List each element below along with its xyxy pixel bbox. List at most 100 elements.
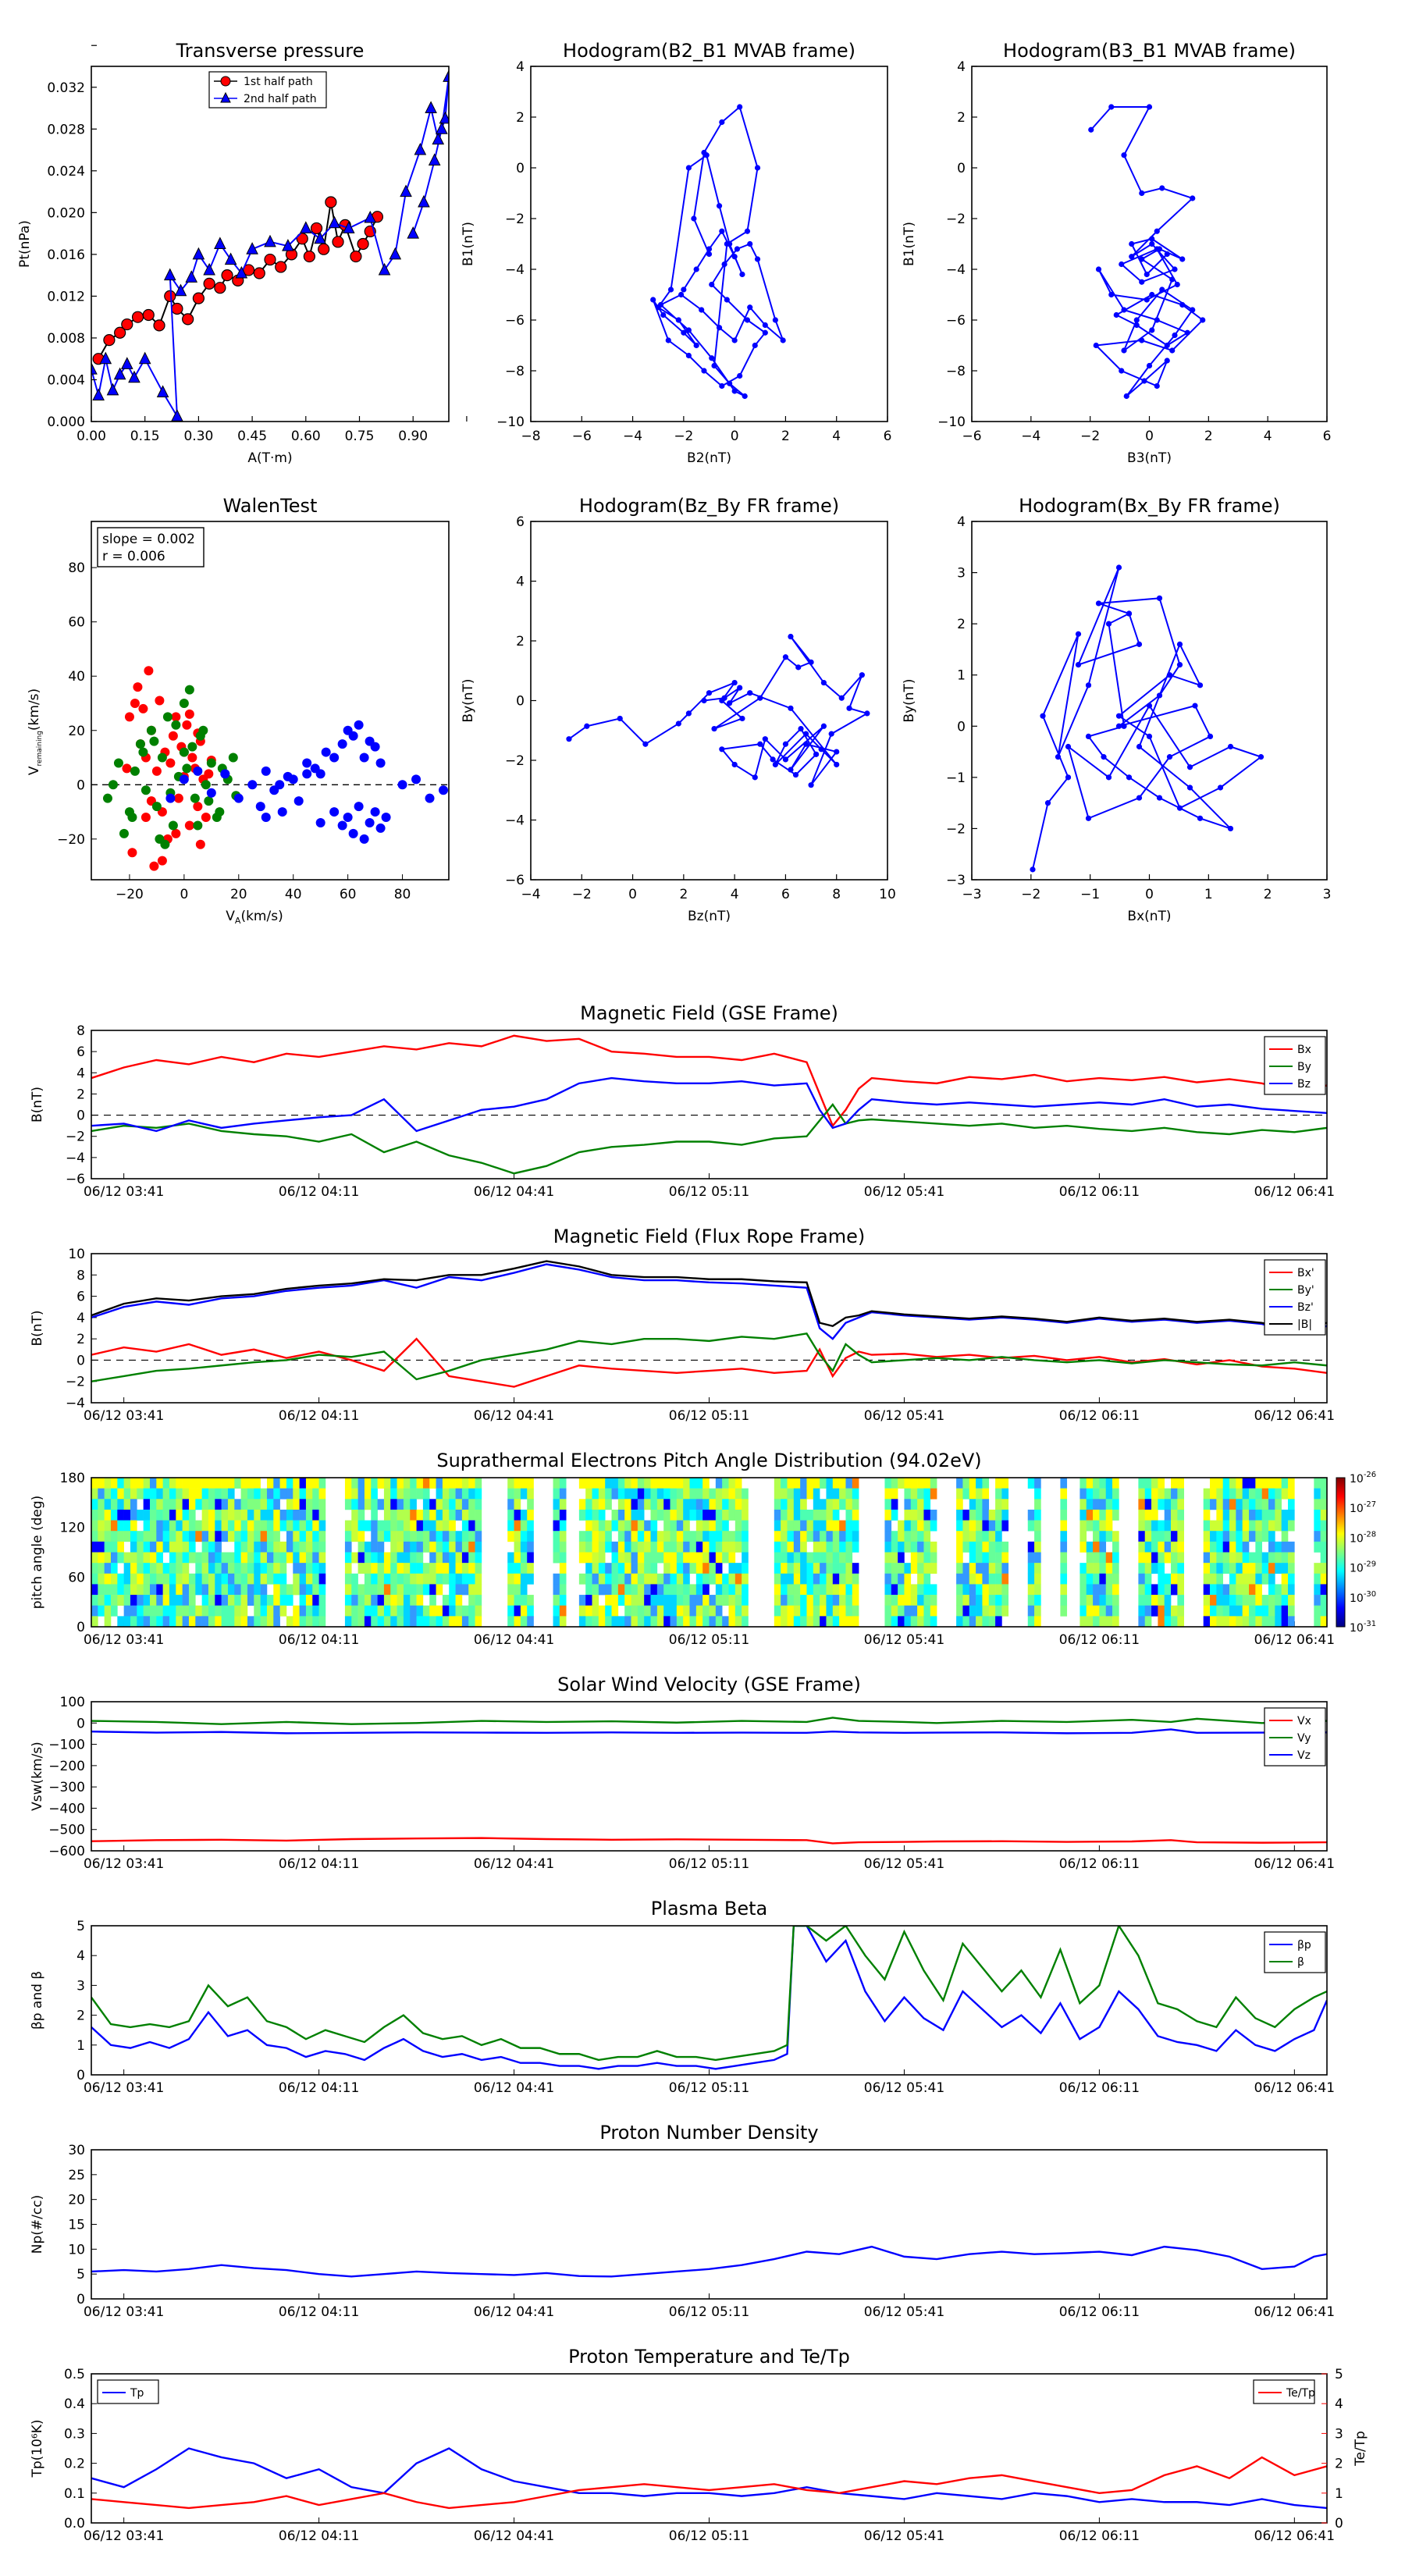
heatmap-cell [689, 1605, 697, 1617]
heatmap-cell [1158, 1520, 1165, 1532]
heatmap-cell [195, 1531, 202, 1542]
heatmap-cell [1255, 1595, 1262, 1606]
data-point [99, 351, 112, 365]
heatmap-cell [917, 1584, 924, 1596]
heatmap-cell [286, 1520, 293, 1532]
data-point [140, 813, 151, 823]
data-point [247, 780, 258, 790]
heatmap-cell [254, 1478, 261, 1489]
heatmap-cell [188, 1616, 196, 1628]
annotation-slope: slope = 0.002 [102, 532, 195, 547]
heatmap-cell [215, 1616, 222, 1628]
heatmap-cell [234, 1563, 241, 1574]
heatmap-cell [663, 1552, 670, 1564]
heatmap-cell [234, 1531, 241, 1542]
heatmap-cell [162, 1605, 170, 1617]
heatmap-cell [247, 1499, 254, 1510]
data-point [1186, 764, 1193, 770]
heatmap-cell [1268, 1478, 1275, 1489]
y-tick-label: 0.2 [64, 2457, 85, 2472]
heatmap-cell [169, 1531, 176, 1542]
heatmap-cell [553, 1509, 560, 1521]
heatmap-cell [149, 1541, 157, 1553]
heatmap-cell [1229, 1563, 1236, 1574]
heatmap-cell [234, 1478, 241, 1489]
heatmap-cell [624, 1563, 631, 1574]
heatmap-cell [709, 1616, 717, 1628]
heatmap-cell [403, 1573, 411, 1585]
y-tick-label: 4 [957, 514, 966, 530]
data-point [716, 203, 723, 209]
data-point [221, 269, 233, 282]
y-tick-label: 5 [76, 2267, 85, 2282]
heatmap-cell [442, 1520, 450, 1532]
heatmap-cell [240, 1563, 248, 1574]
heatmap-cell [195, 1488, 202, 1500]
heatmap-cell [240, 1509, 248, 1521]
heatmap-cell [976, 1509, 983, 1521]
heatmap-cell [1229, 1531, 1236, 1542]
heatmap-cell [527, 1478, 534, 1489]
heatmap-cell [656, 1616, 664, 1628]
heatmap-cell [449, 1488, 456, 1500]
heatmap-cell [1268, 1584, 1275, 1596]
heatmap-cell [904, 1605, 912, 1617]
heatmap-cell [390, 1616, 397, 1628]
heatmap-cell [357, 1584, 365, 1596]
heatmap-cell [410, 1584, 417, 1596]
heatmap-cell [702, 1605, 710, 1617]
heatmap-cell [1320, 1520, 1328, 1532]
heatmap-cell [1255, 1478, 1262, 1489]
x-tick-label: −2 [674, 429, 693, 444]
data-layer [91, 69, 449, 422]
data-point [201, 813, 211, 823]
heatmap-cell [930, 1595, 937, 1606]
heatmap-cell [956, 1552, 963, 1564]
proton-density-chart: 06/12 03:41 06/12 04:11 06/12 04:41 06/12 0… [30, 2122, 1335, 2320]
data-point [214, 282, 226, 294]
heatmap-cell [1222, 1488, 1230, 1500]
heatmap-cell [227, 1520, 235, 1532]
heatmap-cell [1222, 1595, 1230, 1606]
heatmap-cell [1171, 1531, 1178, 1542]
data-point [1119, 261, 1125, 268]
heatmap-cell [1151, 1509, 1158, 1521]
heatmap-cell [1222, 1605, 1230, 1617]
data-point [1156, 595, 1163, 601]
data-point [1055, 754, 1062, 760]
heatmap-cell [143, 1499, 151, 1510]
heatmap-cell [1275, 1563, 1282, 1574]
heatmap-cell [149, 1509, 157, 1521]
heatmap-cell [162, 1541, 170, 1553]
heatmap-cell [962, 1563, 970, 1574]
heatmap-cell [273, 1584, 280, 1596]
heatmap-cell [683, 1573, 690, 1585]
heatmap-cell [149, 1563, 157, 1574]
heatmap-cell [1034, 1531, 1041, 1542]
heatmap-cell [592, 1509, 599, 1521]
heatmap-cell [1093, 1616, 1100, 1628]
heatmap-cell [468, 1541, 475, 1553]
data-point [113, 758, 123, 768]
heatmap-cell [318, 1573, 326, 1585]
legend-label: 1st half path [244, 76, 313, 88]
data-point [724, 297, 730, 303]
heatmap-cell [266, 1509, 274, 1521]
heatmap-cell [656, 1573, 664, 1585]
y-axis-label: Vsw(km/s) [30, 1742, 45, 1811]
heatmap-cell [1255, 1563, 1262, 1574]
heatmap-cell [1034, 1520, 1041, 1532]
data-point [329, 753, 340, 763]
heatmap-cell [137, 1478, 144, 1489]
heatmap-cell [455, 1552, 463, 1564]
heatmap-cell [182, 1541, 190, 1553]
heatmap-cell [377, 1531, 385, 1542]
y-tick-label: −8 [505, 364, 525, 379]
heatmap-cell [813, 1552, 820, 1564]
heatmap-cell [507, 1584, 514, 1596]
heatmap-cell [429, 1584, 436, 1596]
x-tick-label: 06/12 04:11 [279, 1632, 359, 1648]
data-point [1146, 733, 1153, 740]
heatmap-cell [442, 1605, 450, 1617]
heatmap-cell [156, 1552, 163, 1564]
